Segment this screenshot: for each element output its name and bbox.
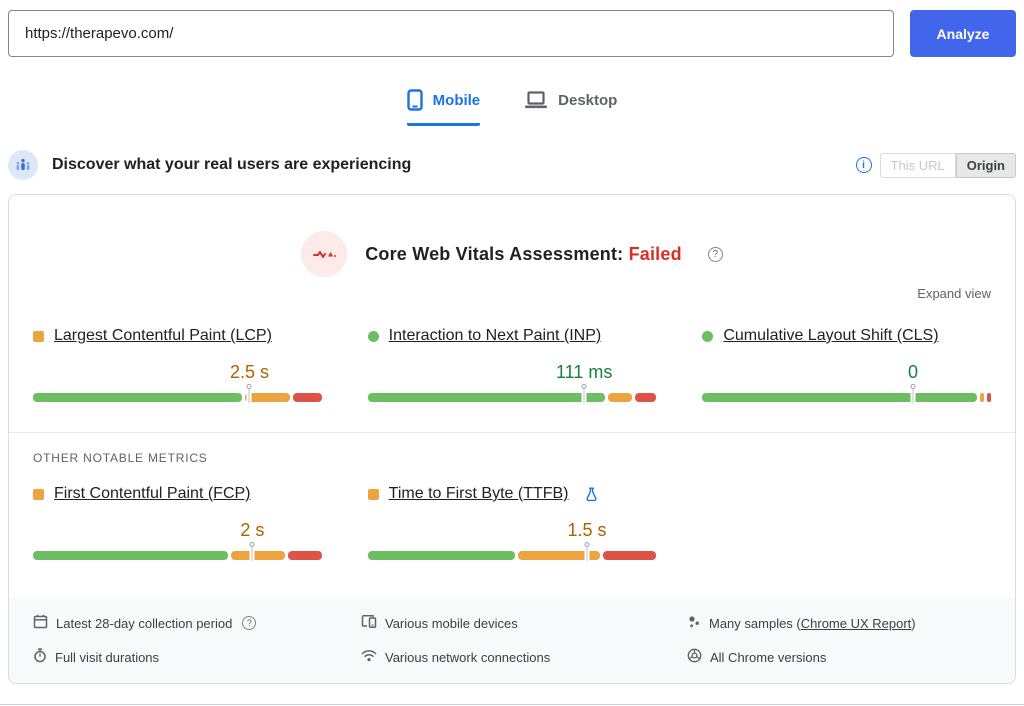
lcp-value: 2.5 s <box>229 362 269 382</box>
cwv-assessment-label: Core Web Vitals Assessment: <box>365 243 624 264</box>
other-metrics-row: First Contentful Paint (FCP) 2 s <box>9 465 1015 561</box>
info-icon[interactable]: i <box>855 157 872 173</box>
inp-p75-marker <box>581 384 588 403</box>
lcp-distribution-bar <box>33 384 322 403</box>
expand-view-link[interactable]: Expand view <box>917 286 991 301</box>
mobile-devices-item: Various mobile devices <box>361 614 687 632</box>
collection-period-help-icon[interactable]: ? <box>242 616 257 630</box>
mobile-phone-icon <box>406 89 423 111</box>
chrome-ux-report-link[interactable]: Chrome UX Report <box>800 615 912 631</box>
chrome-versions-label: All Chrome versions <box>710 649 827 665</box>
url-input[interactable] <box>8 10 894 57</box>
fcp-distribution-bar <box>33 542 322 561</box>
field-section-title: Discover what your real users are experi… <box>52 156 412 173</box>
calendar-icon <box>33 614 48 632</box>
url-bar: Analyze <box>0 0 1024 57</box>
samples-icon <box>687 615 701 632</box>
page-bottom-divider <box>0 704 1024 705</box>
visit-durations-item: Full visit durations <box>33 648 361 666</box>
network-connections-label: Various network connections <box>384 649 551 665</box>
chrome-icon <box>687 648 702 666</box>
core-metrics-row: Largest Contentful Paint (LCP) 2.5 s <box>9 303 1015 403</box>
cls-status-bullet <box>702 330 714 342</box>
metric-fcp: First Contentful Paint (FCP) 2 s <box>33 485 322 561</box>
collection-period-item: Latest 28-day collection period ? <box>33 614 361 632</box>
inp-distribution-bar <box>367 384 657 403</box>
lcp-link[interactable]: Largest Contentful Paint (LCP) <box>54 327 272 344</box>
fcp-value: 2 s <box>240 520 265 540</box>
tab-desktop[interactable]: Desktop <box>524 89 617 126</box>
origin-button[interactable]: Origin <box>955 152 1016 178</box>
real-users-icon <box>8 150 38 180</box>
cls-distribution-bar <box>702 384 991 403</box>
ttfb-value: 1.5 s <box>567 520 607 540</box>
assessment-help-icon[interactable]: ? <box>707 246 723 262</box>
ttfb-link[interactable]: Time to First Byte (TTFB) <box>388 485 569 502</box>
cwv-assessment-header: Core Web Vitals Assessment: Failed ? <box>9 195 1015 277</box>
samples-label-prefix: Many samples ( <box>709 615 801 631</box>
stopwatch-icon <box>33 648 47 666</box>
fcp-link[interactable]: First Contentful Paint (FCP) <box>54 485 251 502</box>
experimental-flask-icon[interactable] <box>585 487 598 502</box>
lcp-status-bullet <box>33 330 44 342</box>
metric-cls: Cumulative Layout Shift (CLS) 0 <box>702 327 991 403</box>
device-tabs: Mobile Desktop <box>0 89 1024 126</box>
metric-lcp: Largest Contentful Paint (LCP) 2.5 s <box>33 327 322 403</box>
tab-mobile[interactable]: Mobile <box>406 89 481 126</box>
ttfb-p75-marker <box>584 542 591 561</box>
mobile-devices-label: Various mobile devices <box>384 615 518 631</box>
ttfb-status-bullet <box>367 488 379 500</box>
other-metrics-heading: OTHER NOTABLE METRICS <box>33 451 208 465</box>
field-data-card: Core Web Vitals Assessment: Failed ? Exp… <box>8 194 1016 684</box>
metric-inp: Interaction to Next Paint (INP) 111 ms <box>367 327 657 403</box>
lcp-p75-marker <box>246 384 253 403</box>
collection-period-label: Latest 28-day collection period <box>56 615 233 631</box>
tab-mobile-label: Mobile <box>432 91 481 109</box>
cwv-assessment-icon <box>301 231 348 277</box>
devices-icon <box>361 614 377 632</box>
cls-link[interactable]: Cumulative Layout Shift (CLS) <box>723 327 939 344</box>
cls-value: 0 <box>908 362 919 382</box>
inp-status-bullet <box>367 330 379 342</box>
samples-item: Many samples (Chrome UX Report) <box>687 614 1015 632</box>
field-data-header: Discover what your real users are experi… <box>0 150 1024 180</box>
chrome-versions-item: All Chrome versions <box>687 648 1015 666</box>
cwv-assessment-title: Core Web Vitals Assessment: Failed <box>365 244 682 265</box>
samples-label-suffix: ) <box>911 615 916 631</box>
cls-p75-marker <box>910 384 917 403</box>
wifi-icon <box>361 649 377 665</box>
network-connections-item: Various network connections <box>361 648 687 666</box>
metrics-divider <box>9 432 1015 433</box>
metric-ttfb: Time to First Byte (TTFB) 1.5 s <box>367 485 657 561</box>
laptop-icon <box>524 90 548 110</box>
samples-label: Many samples (Chrome UX Report) <box>709 616 916 631</box>
visit-durations-label: Full visit durations <box>55 649 160 665</box>
tab-desktop-label: Desktop <box>558 91 618 109</box>
collection-info-footer: Latest 28-day collection period ? Variou… <box>9 597 1015 683</box>
fcp-p75-marker <box>249 542 256 561</box>
analyze-button[interactable]: Analyze <box>910 10 1016 57</box>
cwv-assessment-verdict: Failed <box>628 243 682 264</box>
ttfb-distribution-bar <box>367 542 657 561</box>
this-url-button[interactable]: This URL <box>879 152 956 178</box>
inp-link[interactable]: Interaction to Next Paint (INP) <box>388 327 602 344</box>
fcp-status-bullet <box>33 488 44 500</box>
inp-value: 111 ms <box>555 362 613 382</box>
